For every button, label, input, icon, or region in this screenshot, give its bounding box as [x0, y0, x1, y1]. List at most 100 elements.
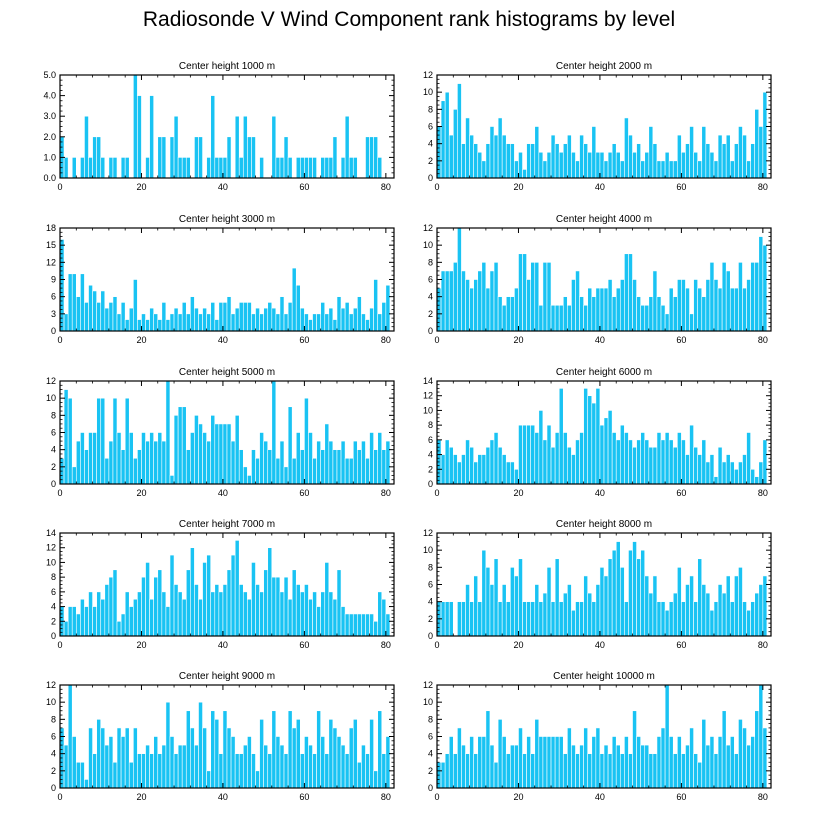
- histogram-bar: [108, 440, 114, 485]
- y-tick-label: 6: [428, 732, 433, 742]
- histogram-bar: [116, 727, 122, 789]
- histogram-bar: [251, 449, 256, 485]
- y-tick-label: 0: [51, 631, 56, 641]
- histogram-bar: [501, 134, 507, 179]
- histogram-bar: [308, 319, 313, 332]
- histogram-bar: [530, 601, 536, 637]
- histogram-bar: [271, 307, 277, 332]
- histogram-bar: [63, 389, 69, 485]
- histogram-bar: [206, 440, 212, 485]
- histogram-bar: [210, 710, 216, 789]
- histogram-bar: [112, 157, 118, 179]
- histogram-bar: [734, 143, 739, 179]
- histogram-bar: [271, 380, 277, 485]
- histogram-bar: [381, 598, 387, 637]
- histogram-bar: [381, 302, 387, 332]
- histogram-bar: [340, 744, 346, 789]
- histogram-bar: [137, 449, 142, 485]
- histogram-bar: [352, 307, 358, 332]
- histogram-bar: [595, 287, 601, 332]
- x-tick-label: 40: [218, 488, 228, 498]
- histogram-bar: [713, 601, 719, 637]
- histogram-bar: [619, 160, 625, 179]
- histogram-bar: [742, 134, 747, 179]
- histogram-bar: [501, 454, 507, 485]
- histogram-bar: [141, 576, 146, 637]
- histogram-bar: [697, 287, 703, 332]
- histogram-bar: [481, 454, 487, 485]
- histogram-bar: [218, 753, 224, 789]
- histogram-bar: [734, 753, 739, 789]
- histogram-bar: [369, 136, 374, 179]
- y-tick-label: 8: [428, 257, 433, 267]
- histogram-bar: [579, 601, 584, 637]
- x-tick-label: 40: [595, 792, 605, 802]
- histogram-bar: [320, 157, 326, 179]
- histogram-bar: [153, 313, 159, 332]
- histogram-bar: [713, 160, 719, 179]
- y-tick-label: 18: [46, 223, 56, 233]
- histogram-bar: [571, 744, 576, 789]
- histogram-bar: [526, 601, 531, 637]
- histogram-bar: [672, 592, 678, 637]
- histogram-bar: [373, 770, 379, 789]
- histogram-bar: [542, 736, 548, 789]
- y-tick-label: 2: [428, 156, 433, 166]
- y-tick-label: 4: [428, 139, 433, 149]
- histogram-bar: [624, 432, 629, 485]
- histogram-bar: [385, 284, 391, 332]
- histogram-bar: [312, 591, 317, 637]
- histogram-bar: [365, 457, 370, 485]
- histogram-bar: [554, 304, 560, 332]
- y-tick-label: 12: [423, 528, 433, 538]
- x-tick-label: 80: [758, 792, 768, 802]
- histogram-bar: [538, 151, 544, 179]
- histogram-bar: [75, 296, 81, 332]
- histogram-bar: [173, 307, 179, 332]
- histogram-bar: [729, 160, 735, 179]
- y-tick-label: 6: [51, 587, 56, 597]
- y-tick-label: 4: [51, 445, 56, 455]
- histogram-bar: [681, 753, 686, 789]
- histogram-bar: [485, 287, 491, 332]
- histogram-bar: [141, 432, 146, 485]
- histogram-bar: [558, 151, 564, 179]
- histogram-bar: [481, 549, 487, 637]
- histogram-bar: [632, 541, 637, 637]
- histogram-bar: [652, 446, 658, 485]
- histogram-bar: [120, 613, 126, 637]
- histogram-bar: [624, 736, 629, 789]
- histogram-bar: [255, 307, 260, 332]
- x-tick-label: 20: [513, 335, 523, 345]
- histogram-bar: [291, 267, 297, 332]
- histogram-bar: [381, 753, 387, 789]
- histogram-bar: [457, 727, 462, 789]
- histogram-bar: [607, 410, 613, 485]
- histogram-bar: [729, 601, 735, 637]
- histogram-bar: [149, 432, 154, 485]
- histogram-bar: [721, 143, 727, 179]
- histogram-bar: [295, 584, 301, 637]
- histogram-bar: [320, 302, 326, 332]
- histogram-bar: [497, 296, 503, 332]
- histogram-bar: [526, 424, 531, 485]
- histogram-bar: [316, 440, 321, 485]
- histogram-bar: [133, 457, 138, 485]
- histogram-bar: [365, 319, 370, 332]
- histogram-bar: [287, 406, 293, 485]
- histogram-bar: [599, 151, 605, 179]
- histogram-bar: [632, 279, 637, 332]
- histogram-bar: [100, 157, 106, 179]
- chart-panel: Center height 3000 m 0 20 40 60 80 0 3 6 9 12 15 18: [46, 214, 395, 345]
- histogram-bar: [628, 549, 633, 637]
- histogram-bar: [697, 761, 703, 789]
- histogram-bar: [230, 554, 236, 637]
- histogram-bar: [579, 134, 584, 179]
- histogram-bar: [348, 313, 354, 332]
- histogram-bar: [120, 449, 126, 485]
- histogram-bar: [725, 270, 731, 332]
- histogram-bar: [652, 575, 658, 637]
- histogram-bar: [542, 439, 548, 485]
- histogram-bar: [304, 584, 309, 637]
- histogram-bar: [754, 262, 760, 332]
